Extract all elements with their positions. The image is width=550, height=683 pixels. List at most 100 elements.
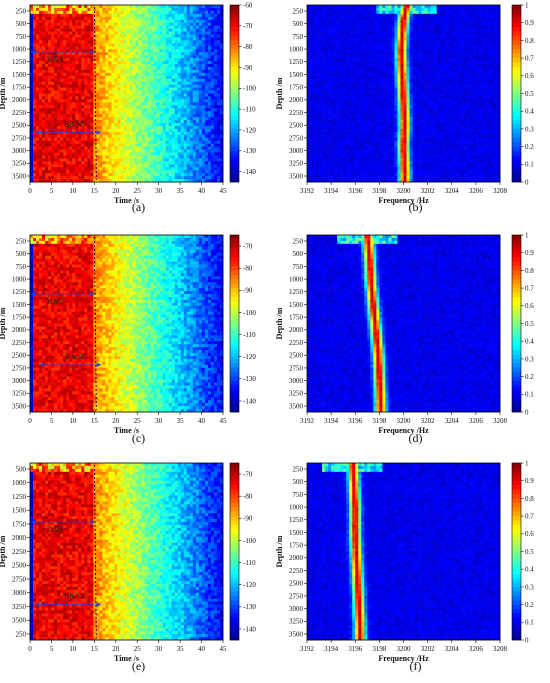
annotation-label: D&S: [47, 55, 63, 64]
y-tick-label: 1000: [12, 275, 27, 283]
colorbar-tick-label: 0.4: [525, 338, 534, 346]
y-axis-label: Depth /m: [275, 307, 284, 339]
colorbar-d: 0 0.1 0.2 0.3 0.4 0.5 0.6 0.7 0.8 0.9 1: [511, 231, 534, 416]
colorbar-tick-label: 0.7: [525, 285, 534, 293]
y-tick-label: 3250: [289, 390, 304, 398]
annotation-label: D&S: [47, 525, 63, 534]
x-tick-label: 45: [220, 417, 228, 425]
colorbar-tick-label: 0.9: [525, 249, 534, 257]
y-tick-label: 3500: [12, 402, 27, 410]
y-tick-label: 1000: [289, 275, 304, 283]
y-tick-label: 2000: [289, 554, 304, 562]
y-tick-label: 750: [293, 33, 304, 41]
y-tick-label: 3000: [289, 147, 304, 155]
colorbar-tick-label: -100: [243, 309, 256, 317]
colorbar-tick-label: 0.5: [525, 548, 534, 556]
x-tick-label: 30: [155, 187, 163, 195]
x-tick-label: 35: [177, 645, 185, 653]
colorbar-tick-label: -130: [243, 375, 256, 383]
x-tick-label: 3196: [348, 645, 363, 653]
colorbar-tick-label: -100: [243, 85, 256, 93]
colorbar-tick-label: -80: [243, 493, 253, 501]
colorbar-e: -70 -80 -90 -100 -110 -120 -130 -140: [229, 462, 256, 641]
colorbar-tick-label: 0.1: [525, 391, 534, 399]
y-tick-label: 2000: [289, 326, 304, 334]
x-tick-label: 10: [69, 417, 77, 425]
y-tick-label: 250: [16, 7, 27, 15]
annotation-label: B&SB: [66, 352, 87, 361]
x-tick-label: 30: [155, 645, 163, 653]
x-tick-label: 25: [134, 187, 142, 195]
colorbar-tick-label: -90: [243, 287, 253, 295]
panel-a: 0 5 10 15 20 25 30 35 40 45 250 500 750 1000 1250 1500 1…: [0, 1, 256, 214]
y-tick-label: 1250: [12, 493, 27, 501]
y-tick-label: 2250: [12, 548, 27, 556]
x-tick-label: 15: [91, 187, 99, 195]
colorbar-tick-label: 0.4: [525, 108, 534, 116]
y-tick-label: 500: [16, 250, 27, 258]
y-tick-label: 500: [293, 478, 304, 486]
y-tick-label: 2750: [289, 364, 304, 372]
x-tick-label: 40: [198, 645, 206, 653]
y-tick-label: 1750: [12, 520, 27, 528]
y-tick-label: 3500: [289, 630, 304, 638]
y-tick-label: 2000: [12, 534, 27, 542]
panel-caption: (f): [410, 659, 422, 673]
y-tick-label: 2500: [289, 580, 304, 588]
plot-frame: [29, 234, 224, 413]
x-tick-label: 3208: [493, 645, 508, 653]
annotation-label: B&SB: [64, 592, 85, 601]
colorbar-tick-label: 0.2: [525, 601, 534, 609]
colorbar-tick-label: -140: [243, 168, 256, 176]
colorbar-tick-label: 0: [525, 178, 529, 186]
y-tick-label: 750: [293, 263, 304, 271]
y-tick-label: 2250: [289, 567, 304, 575]
y-tick-label: 1500: [12, 301, 27, 309]
y-tick-label: 2750: [12, 134, 27, 142]
y-tick-label: 1000: [289, 45, 304, 53]
x-tick-label: 20: [112, 645, 120, 653]
colorbar-tick-label: 1: [525, 459, 529, 467]
y-tick-label: 250: [16, 237, 27, 245]
colorbar-tick-label: 0.8: [525, 267, 534, 275]
y-tick-label: 750: [16, 263, 27, 271]
y-tick-label: 1000: [12, 45, 27, 53]
panel-e: 0 5 10 15 20 25 30 35 40 45 500 1000 1250 1500 1750 200…: [0, 462, 256, 673]
colorbar-tick-label: 0.3: [525, 125, 534, 133]
panel-caption: (c): [132, 431, 145, 445]
x-tick-label: 3198: [372, 645, 387, 653]
y-tick-label: 2500: [289, 122, 304, 130]
x-tick-label: 3196: [348, 417, 363, 425]
colorbar-tick-label: 0.6: [525, 72, 534, 80]
y-tick-label: 1750: [289, 84, 304, 92]
y-tick-label: 3500: [12, 617, 27, 625]
colorbar-tick-label: -110: [243, 106, 256, 114]
y-axis-label: Depth /m: [0, 535, 7, 567]
x-tick-label: 3202: [421, 417, 436, 425]
y-tick-label: 1500: [289, 71, 304, 79]
colorbar-f: 0 0.1 0.2 0.3 0.4 0.5 0.6 0.7 0.8 0.9 1: [511, 459, 534, 644]
heatmap-cells-a: [30, 5, 224, 183]
y-tick-label: 2250: [12, 109, 27, 117]
y-tick-label: 3500: [12, 172, 27, 180]
y-tick-label: 250: [293, 465, 304, 473]
x-tick-label: 45: [220, 645, 228, 653]
panel-caption: (a): [132, 200, 145, 214]
colorbar-tick-label: 1: [525, 1, 529, 9]
y-tick-label: 1000: [289, 503, 304, 511]
colorbar-tick-label: 0.3: [525, 583, 534, 591]
colorbar-tick-label: 0.1: [525, 161, 534, 169]
y-tick-label: 3250: [289, 160, 304, 168]
y-tick-label: 250: [16, 630, 27, 638]
y-tick-label: 750: [293, 491, 304, 499]
y-tick-label: 2250: [289, 339, 304, 347]
x-tick-label: 30: [155, 417, 163, 425]
y-tick-label: 1000: [12, 479, 27, 487]
annotation-label: D&S: [47, 297, 63, 306]
colorbar-tick-label: -140: [243, 625, 256, 633]
x-tick-label: 3200: [397, 645, 412, 653]
y-axis-label: Depth /m: [0, 307, 7, 339]
colorbar-b: 0 0.1 0.2 0.3 0.4 0.5 0.6 0.7 0.8 0.9 1: [511, 1, 534, 186]
colorbar-tick-label: 0: [525, 408, 529, 416]
x-axis-label: Frequency /Hz: [378, 196, 429, 205]
